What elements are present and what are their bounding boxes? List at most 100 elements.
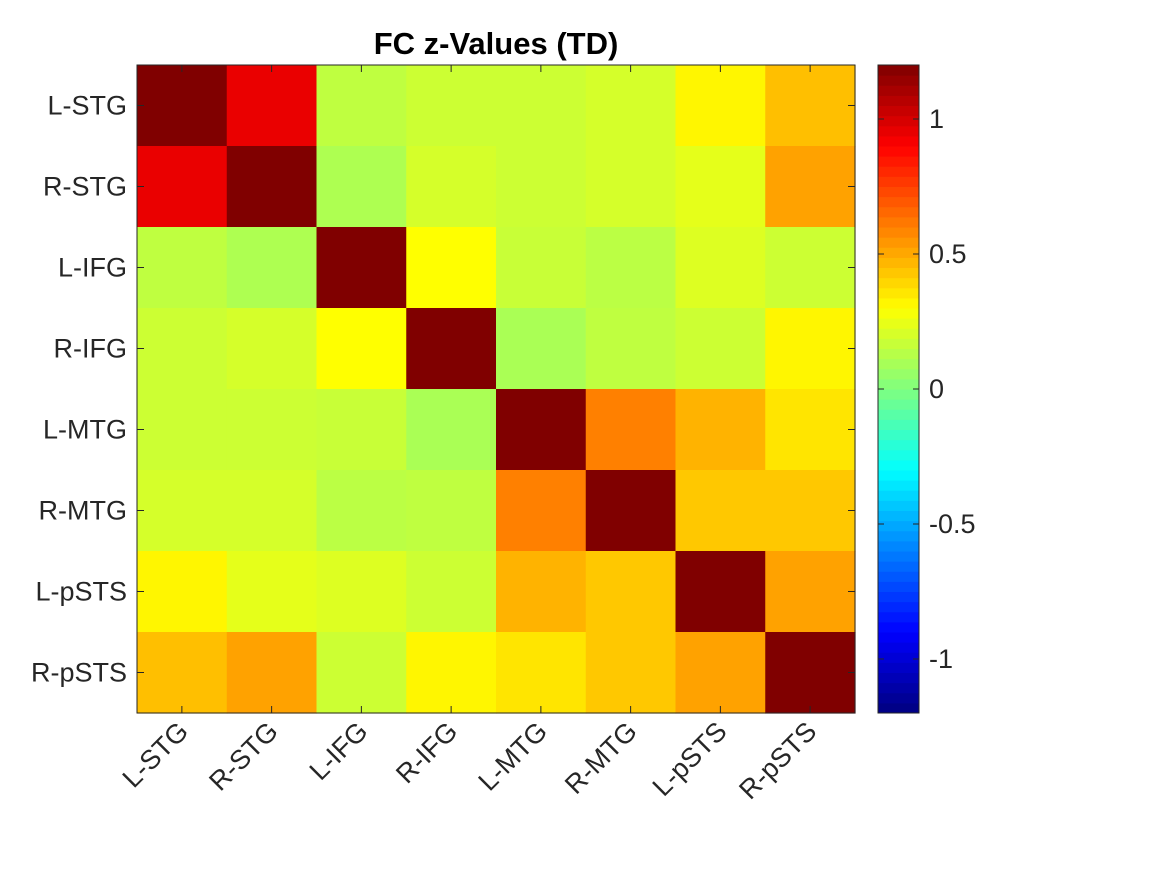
colorbar-step: [878, 95, 919, 107]
heatmap-cell-L-MTG-L-MTG: [496, 389, 587, 471]
heatmap-cell-L-IFG-R-pSTS: [765, 227, 856, 309]
colorbar-step: [878, 642, 919, 653]
heatmap-cell-L-STG-R-IFG: [406, 65, 497, 147]
heatmap-cell-R-IFG-R-pSTS: [765, 308, 856, 390]
colorbar-step: [878, 196, 919, 208]
x-tick-label-L-STG: L-STG: [117, 716, 194, 793]
heatmap-cell-R-pSTS-R-pSTS: [765, 632, 856, 714]
colorbar-step: [878, 632, 919, 643]
heatmap-cell-R-MTG-L-IFG: [316, 470, 407, 552]
colorbar-step: [878, 297, 919, 309]
colorbar-step: [878, 247, 919, 258]
heatmap-cell-L-pSTS-L-MTG: [496, 551, 587, 633]
heatmap-cell-R-MTG-R-pSTS: [765, 470, 856, 552]
heatmap-cell-R-STG-L-MTG: [496, 146, 587, 228]
colorbar-step: [878, 692, 919, 704]
colorbar-tick-label: 1: [929, 104, 944, 134]
heatmap-cell-R-MTG-L-STG: [137, 470, 228, 552]
heatmap-cell-R-pSTS-R-IFG: [406, 632, 497, 714]
colorbar-step: [878, 75, 919, 86]
heatmap-cell-R-STG-R-IFG: [406, 146, 497, 228]
colorbar-step: [878, 368, 919, 380]
y-tick-label-L-STG: L-STG: [47, 91, 127, 121]
colorbar-step: [878, 409, 919, 420]
chart-title: FC z-Values (TD): [374, 26, 619, 61]
heatmap-cell-L-pSTS-R-STG: [226, 551, 318, 633]
heatmap-cell-R-MTG-L-MTG: [496, 470, 587, 552]
heatmap-cell-L-pSTS-R-MTG: [585, 551, 677, 633]
heatmap-cell-L-MTG-R-IFG: [406, 389, 497, 471]
colorbar-step: [878, 328, 919, 339]
y-tick-label-L-MTG: L-MTG: [43, 415, 127, 445]
heatmap-cell-L-IFG-L-IFG: [316, 227, 407, 309]
colorbar-tick-label: 0: [929, 374, 944, 404]
heatmap-cell-R-IFG-L-IFG: [316, 308, 407, 390]
y-axis-tick-labels: L-STG R-STG L-IFG R-IFG L-MTG R-MTG L-pSTS R-pS…: [31, 91, 127, 688]
x-tick-label-L-IFG: L-IFG: [304, 716, 374, 786]
colorbar-step: [878, 439, 919, 451]
heatmap-cell-L-STG-L-pSTS: [675, 65, 766, 147]
heatmap-cell-L-IFG-R-IFG: [406, 227, 497, 309]
colorbar-tick-label: -1: [929, 644, 953, 674]
heatmap-cell-L-pSTS-L-STG: [137, 551, 228, 633]
colorbar-step: [878, 459, 919, 471]
colorbar-step: [878, 308, 919, 319]
heatmap-cell-L-pSTS-R-pSTS: [765, 551, 856, 633]
heatmap-cell-R-pSTS-L-IFG: [316, 632, 407, 714]
heatmap-cell-R-IFG-L-MTG: [496, 308, 587, 390]
colorbar-tick-label: -0.5: [929, 509, 976, 539]
heatmap-cell-R-STG-R-MTG: [585, 146, 677, 228]
colorbar-step: [878, 216, 919, 228]
colorbar-step: [878, 540, 919, 552]
colorbar-step: [878, 652, 919, 663]
heatmap-cell-L-STG-R-MTG: [585, 65, 677, 147]
heatmap-cell-R-STG-R-STG: [226, 146, 318, 228]
heatmap-cell-L-STG-L-MTG: [496, 65, 587, 147]
colorbar-step: [878, 378, 919, 390]
colorbar-step: [878, 621, 919, 633]
colorbar-step: [878, 480, 919, 491]
colorbar-step: [878, 267, 919, 279]
colorbar-tick-label: 0.5: [929, 239, 967, 269]
heatmap-axes-frame: [136, 64, 856, 714]
colorbar-step: [878, 551, 919, 562]
y-tick-label-R-pSTS: R-pSTS: [31, 658, 127, 688]
x-tick-label-R-MTG: R-MTG: [559, 716, 643, 800]
heatmap-cell-L-pSTS-L-IFG: [316, 551, 407, 633]
colorbar-step: [878, 318, 919, 329]
colorbar-step: [878, 581, 919, 593]
colorbar-step: [878, 227, 919, 238]
heatmap-cell-R-STG-L-IFG: [316, 146, 407, 228]
colorbar-step: [878, 115, 919, 127]
colorbar-step: [878, 237, 919, 248]
heatmap-cell-L-pSTS-R-IFG: [406, 551, 497, 633]
colorbar-step: [878, 277, 919, 289]
x-tick-label-R-STG: R-STG: [203, 716, 284, 797]
colorbar-step: [878, 389, 919, 400]
heatmap-cell-R-MTG-L-pSTS: [675, 470, 766, 552]
heatmap-cell-R-pSTS-L-STG: [137, 632, 228, 714]
colorbar-step: [878, 65, 919, 76]
heatmap-cell-R-IFG-R-IFG: [406, 308, 497, 390]
colorbar-step: [878, 591, 919, 603]
colorbar-step: [878, 702, 919, 714]
heatmap-cell-R-pSTS-L-MTG: [496, 632, 587, 714]
colorbar-step: [878, 682, 919, 694]
heatmap-cell-L-STG-L-STG: [137, 65, 228, 147]
heatmap-cell-L-MTG-R-pSTS: [765, 389, 856, 471]
heatmap-cell-L-MTG-R-STG: [226, 389, 318, 471]
heatmap-cell-L-IFG-L-MTG: [496, 227, 587, 309]
colorbar-step: [878, 470, 919, 481]
colorbar-step: [878, 449, 919, 461]
colorbar-step: [878, 601, 919, 613]
colorbar-step: [878, 85, 919, 96]
heatmap-cell-L-IFG-R-MTG: [585, 227, 677, 309]
x-tick-label-L-MTG: L-MTG: [473, 716, 554, 797]
heatmap-cell-R-STG-L-STG: [137, 146, 228, 228]
x-tick-label-R-IFG: R-IFG: [390, 716, 463, 789]
colorbar-step: [878, 662, 919, 674]
colorbar-step: [878, 611, 919, 623]
colorbar-step: [878, 125, 919, 137]
colorbar-step: [878, 156, 919, 167]
heatmap-cell-L-IFG-L-STG: [137, 227, 228, 309]
